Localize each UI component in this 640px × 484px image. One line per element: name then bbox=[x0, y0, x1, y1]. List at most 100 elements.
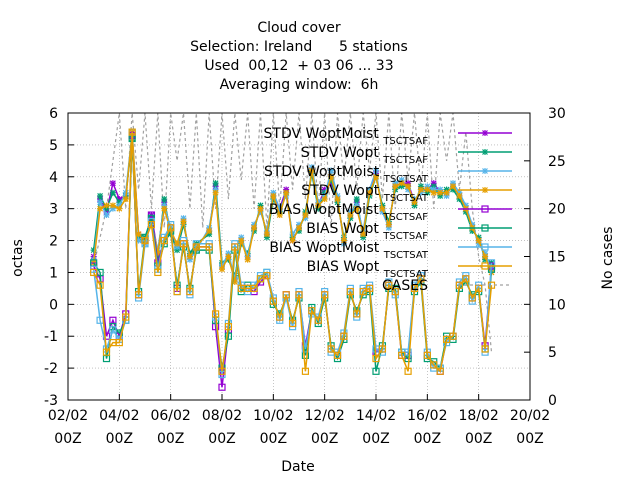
data-point-star bbox=[219, 266, 225, 273]
data-point-square bbox=[122, 313, 130, 321]
data-point-star bbox=[97, 199, 104, 206]
data-point-star bbox=[109, 189, 116, 196]
series-line-bias bbox=[92, 132, 493, 373]
data-point-star bbox=[405, 183, 412, 190]
data-point-square bbox=[231, 243, 239, 251]
y-tick-label: 4 bbox=[49, 170, 58, 186]
title-line: Used 00,12 + 03 06 ... 33 bbox=[204, 58, 393, 74]
data-point-star bbox=[430, 189, 437, 196]
data-point-star bbox=[450, 183, 456, 190]
y-tick-label: 3 bbox=[49, 202, 58, 218]
data-point-star bbox=[373, 173, 379, 180]
data-point-star bbox=[475, 237, 482, 244]
y2-tick-label: 20 bbox=[548, 202, 566, 218]
y2-tick-label: 5 bbox=[548, 345, 557, 361]
data-point-square bbox=[468, 294, 476, 302]
data-point-square bbox=[96, 281, 104, 289]
data-point-square bbox=[102, 348, 111, 356]
data-point-square bbox=[321, 291, 329, 299]
data-point-star bbox=[353, 205, 360, 212]
data-point-square bbox=[295, 291, 303, 299]
data-point-star bbox=[122, 196, 129, 203]
data-point-square bbox=[417, 275, 425, 283]
legend-label: STDV Wopt TSCTSAT bbox=[301, 183, 429, 204]
series-stdv bbox=[90, 129, 495, 286]
data-point-square bbox=[340, 332, 348, 340]
data-point-square bbox=[404, 367, 412, 375]
y-tick-label: 6 bbox=[49, 106, 58, 122]
series-bias bbox=[90, 128, 496, 375]
data-point-square bbox=[205, 243, 213, 251]
data-point-star bbox=[385, 221, 392, 228]
x-tick-label-time: 00Z bbox=[54, 431, 81, 447]
data-point-star bbox=[244, 256, 251, 263]
data-point-square bbox=[115, 339, 123, 347]
title-line: Averaging window: 6h bbox=[220, 77, 379, 93]
data-point-square bbox=[455, 281, 464, 289]
legend-label: BIAS WoptMoist TSCTSAT bbox=[269, 240, 429, 261]
legend-entry: STDV Wopt TSCTSAF bbox=[301, 145, 512, 166]
data-point-star bbox=[328, 173, 335, 180]
data-point-square bbox=[449, 332, 457, 340]
data-point-star bbox=[276, 212, 283, 219]
data-point-star bbox=[103, 212, 110, 219]
legend-entry: STDV Wopt TSCTSAT bbox=[301, 183, 512, 204]
data-point-star bbox=[97, 192, 104, 199]
data-point-star bbox=[212, 180, 219, 187]
legend-entry: BIAS WoptMoist TSCTSAT bbox=[269, 240, 512, 261]
data-point-square bbox=[346, 287, 354, 296]
data-point-star bbox=[482, 187, 488, 193]
data-point-square bbox=[430, 361, 438, 369]
data-point-star bbox=[270, 192, 277, 199]
data-point-star bbox=[302, 212, 309, 219]
data-point-star bbox=[116, 205, 123, 212]
data-point-square bbox=[385, 281, 393, 289]
data-point-square bbox=[398, 351, 406, 359]
data-point-star bbox=[97, 205, 104, 212]
data-point-star bbox=[347, 212, 354, 219]
data-point-star bbox=[289, 237, 296, 244]
data-point-star bbox=[379, 205, 386, 212]
data-point-star bbox=[417, 186, 424, 193]
x-tick-label-time: 00Z bbox=[414, 431, 441, 447]
data-point-square bbox=[481, 262, 489, 270]
data-point-star bbox=[482, 149, 488, 155]
y-tick-label: 5 bbox=[49, 138, 58, 154]
data-point-star bbox=[373, 167, 379, 174]
title-line: Cloud cover bbox=[257, 20, 341, 36]
data-point-star bbox=[263, 231, 270, 238]
data-point-star bbox=[225, 253, 232, 260]
legend-label: STDV Wopt TSCTSAF bbox=[301, 145, 428, 166]
data-point-star bbox=[398, 180, 405, 187]
x-tick-label-time: 00Z bbox=[106, 431, 133, 447]
data-point-star bbox=[437, 189, 444, 196]
y-tick-label: 0 bbox=[49, 297, 58, 313]
y-axis-label: octas bbox=[10, 239, 26, 277]
x-axis-label: Date bbox=[281, 459, 314, 475]
data-point-square bbox=[481, 243, 489, 251]
y-tick-label: -2 bbox=[44, 361, 58, 377]
data-point-square bbox=[128, 128, 136, 136]
x-tick-label-time: 00Z bbox=[157, 431, 184, 447]
data-point-star bbox=[251, 224, 258, 231]
data-point-square bbox=[269, 297, 277, 305]
data-point-square bbox=[160, 236, 168, 245]
data-point-square bbox=[308, 307, 316, 315]
x-tick-label: 18/02 bbox=[458, 408, 498, 424]
x-tick-label-time: 00Z bbox=[516, 431, 543, 447]
legend-label: STDV WoptMoist TSCTSAF bbox=[264, 126, 429, 147]
data-point-square bbox=[224, 332, 233, 340]
data-point-square bbox=[333, 351, 342, 359]
data-point-square bbox=[365, 284, 374, 292]
legend-entry: BIAS Wopt TSCTSAT bbox=[307, 259, 512, 280]
y-tick-label: -1 bbox=[44, 329, 58, 345]
data-point-star bbox=[392, 183, 399, 190]
data-point-square bbox=[211, 310, 220, 318]
y2-tick-label: 10 bbox=[548, 297, 566, 313]
data-point-square bbox=[378, 345, 387, 353]
data-point-square bbox=[134, 291, 143, 299]
data-point-star bbox=[353, 196, 360, 203]
data-point-star bbox=[456, 192, 463, 199]
